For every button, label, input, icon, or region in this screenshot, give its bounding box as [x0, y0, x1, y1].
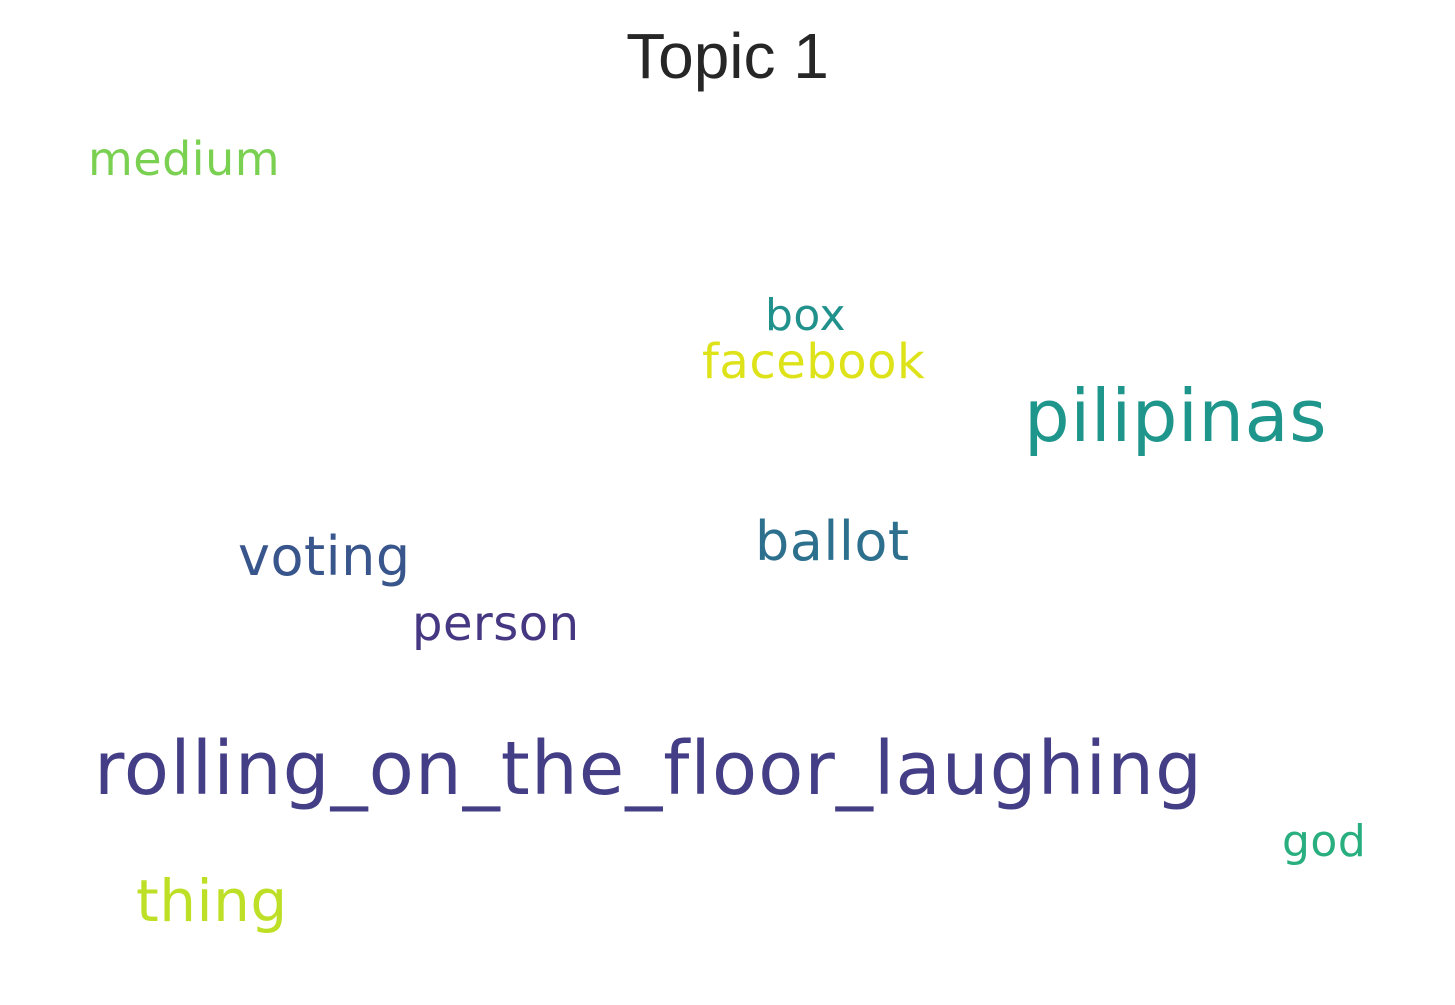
word-rolling-on-the-floor-laughing: rolling_on_the_floor_laughing	[94, 726, 1203, 812]
word-voting: voting	[238, 525, 411, 588]
word-facebook: facebook	[702, 334, 926, 390]
word-person: person	[412, 596, 580, 652]
word-god: god	[1282, 816, 1367, 867]
word-pilipinas: pilipinas	[1024, 374, 1328, 458]
word-thing: thing	[136, 867, 288, 935]
word-medium: medium	[88, 132, 281, 186]
chart-title: Topic 1	[626, 20, 829, 92]
word-box: box	[765, 290, 847, 341]
word-ballot: ballot	[755, 510, 910, 573]
